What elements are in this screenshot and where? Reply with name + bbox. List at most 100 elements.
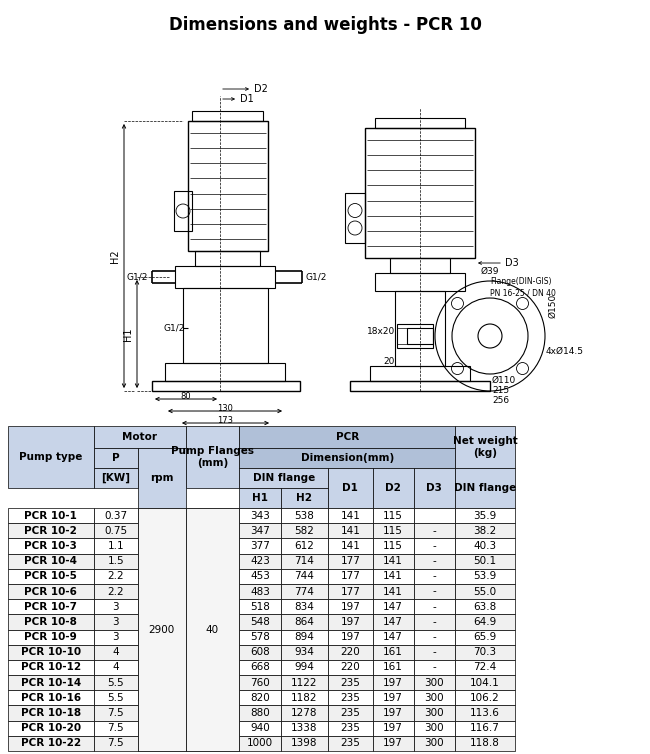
Text: -: - xyxy=(432,602,436,611)
Bar xyxy=(185,615,239,630)
Text: 65.9: 65.9 xyxy=(473,632,497,642)
Bar xyxy=(372,538,414,553)
Bar xyxy=(185,675,239,690)
Bar xyxy=(281,690,328,706)
Text: 2.2: 2.2 xyxy=(107,572,124,581)
Bar xyxy=(94,569,138,584)
Text: 38.2: 38.2 xyxy=(473,526,497,536)
Bar xyxy=(372,468,414,508)
Bar xyxy=(281,599,328,615)
Bar xyxy=(455,553,515,569)
Text: 55.0: 55.0 xyxy=(473,587,497,596)
Text: 147: 147 xyxy=(384,602,403,611)
Bar xyxy=(328,675,372,690)
Text: 115: 115 xyxy=(384,510,403,520)
Text: 4: 4 xyxy=(112,663,119,673)
Bar xyxy=(8,426,94,488)
Bar xyxy=(138,538,185,553)
Text: 197: 197 xyxy=(384,708,403,718)
Text: 116.7: 116.7 xyxy=(470,723,500,733)
Bar xyxy=(185,584,239,599)
Bar xyxy=(94,523,138,538)
Text: -: - xyxy=(432,663,436,673)
Bar xyxy=(185,690,239,706)
Bar xyxy=(372,569,414,584)
Bar xyxy=(455,426,515,468)
Bar xyxy=(94,584,138,599)
Bar xyxy=(414,523,455,538)
Bar xyxy=(8,690,94,706)
Bar xyxy=(94,615,138,630)
Text: Ø39: Ø39 xyxy=(481,267,499,276)
Bar xyxy=(185,426,239,488)
Bar xyxy=(8,508,94,523)
Text: 35.9: 35.9 xyxy=(473,510,497,520)
Bar xyxy=(328,736,372,751)
Text: G1/2: G1/2 xyxy=(164,323,185,333)
Text: 104.1: 104.1 xyxy=(470,678,500,688)
Bar xyxy=(8,706,94,721)
Text: 0.37: 0.37 xyxy=(104,510,127,520)
Bar xyxy=(94,706,138,721)
Bar xyxy=(414,468,455,508)
Bar xyxy=(372,615,414,630)
Bar xyxy=(138,645,185,660)
Text: 934: 934 xyxy=(294,647,315,657)
Text: H2: H2 xyxy=(110,249,120,263)
Text: 50.1: 50.1 xyxy=(473,556,497,566)
Bar xyxy=(372,584,414,599)
Text: -: - xyxy=(432,632,436,642)
Text: -: - xyxy=(432,541,436,551)
Bar xyxy=(239,660,281,675)
Text: Pump Flanges
(mm): Pump Flanges (mm) xyxy=(171,446,254,467)
Text: -: - xyxy=(432,647,436,657)
Bar xyxy=(185,630,239,645)
Bar xyxy=(239,584,281,599)
Text: 538: 538 xyxy=(294,510,315,520)
Bar xyxy=(414,645,455,660)
Bar xyxy=(414,599,455,615)
Text: PCR 10-3: PCR 10-3 xyxy=(24,541,77,551)
Bar xyxy=(455,599,515,615)
Bar xyxy=(175,266,275,288)
Bar xyxy=(328,660,372,675)
Bar xyxy=(281,721,328,736)
Text: -: - xyxy=(432,587,436,596)
Text: 141: 141 xyxy=(384,556,403,566)
Bar xyxy=(281,538,328,553)
Text: D1: D1 xyxy=(343,483,358,493)
Bar xyxy=(414,615,455,630)
Bar xyxy=(138,553,185,569)
Bar xyxy=(328,553,372,569)
Text: 161: 161 xyxy=(384,647,403,657)
Bar xyxy=(239,599,281,615)
Bar xyxy=(455,584,515,599)
Text: 235: 235 xyxy=(341,723,360,733)
Bar xyxy=(414,721,455,736)
Bar xyxy=(239,736,281,751)
Text: 141: 141 xyxy=(341,510,360,520)
Bar xyxy=(94,660,138,675)
Text: Ø110: Ø110 xyxy=(492,376,516,385)
Bar xyxy=(455,645,515,660)
Text: PCR: PCR xyxy=(335,432,359,442)
Text: 5.5: 5.5 xyxy=(107,693,124,703)
Bar xyxy=(94,690,138,706)
Bar xyxy=(414,675,455,690)
Bar xyxy=(455,615,515,630)
Text: 197: 197 xyxy=(384,678,403,688)
Bar xyxy=(375,118,465,128)
Text: 235: 235 xyxy=(341,708,360,718)
Bar xyxy=(414,706,455,721)
Text: 113.6: 113.6 xyxy=(470,708,500,718)
Text: 3: 3 xyxy=(112,617,119,627)
Bar xyxy=(414,569,455,584)
Bar xyxy=(281,675,328,690)
Text: 235: 235 xyxy=(341,693,360,703)
Text: 220: 220 xyxy=(341,647,360,657)
Text: 4: 4 xyxy=(112,647,119,657)
Text: 0.75: 0.75 xyxy=(104,526,127,536)
Bar xyxy=(138,630,185,645)
Bar xyxy=(94,538,138,553)
Bar xyxy=(281,615,328,630)
